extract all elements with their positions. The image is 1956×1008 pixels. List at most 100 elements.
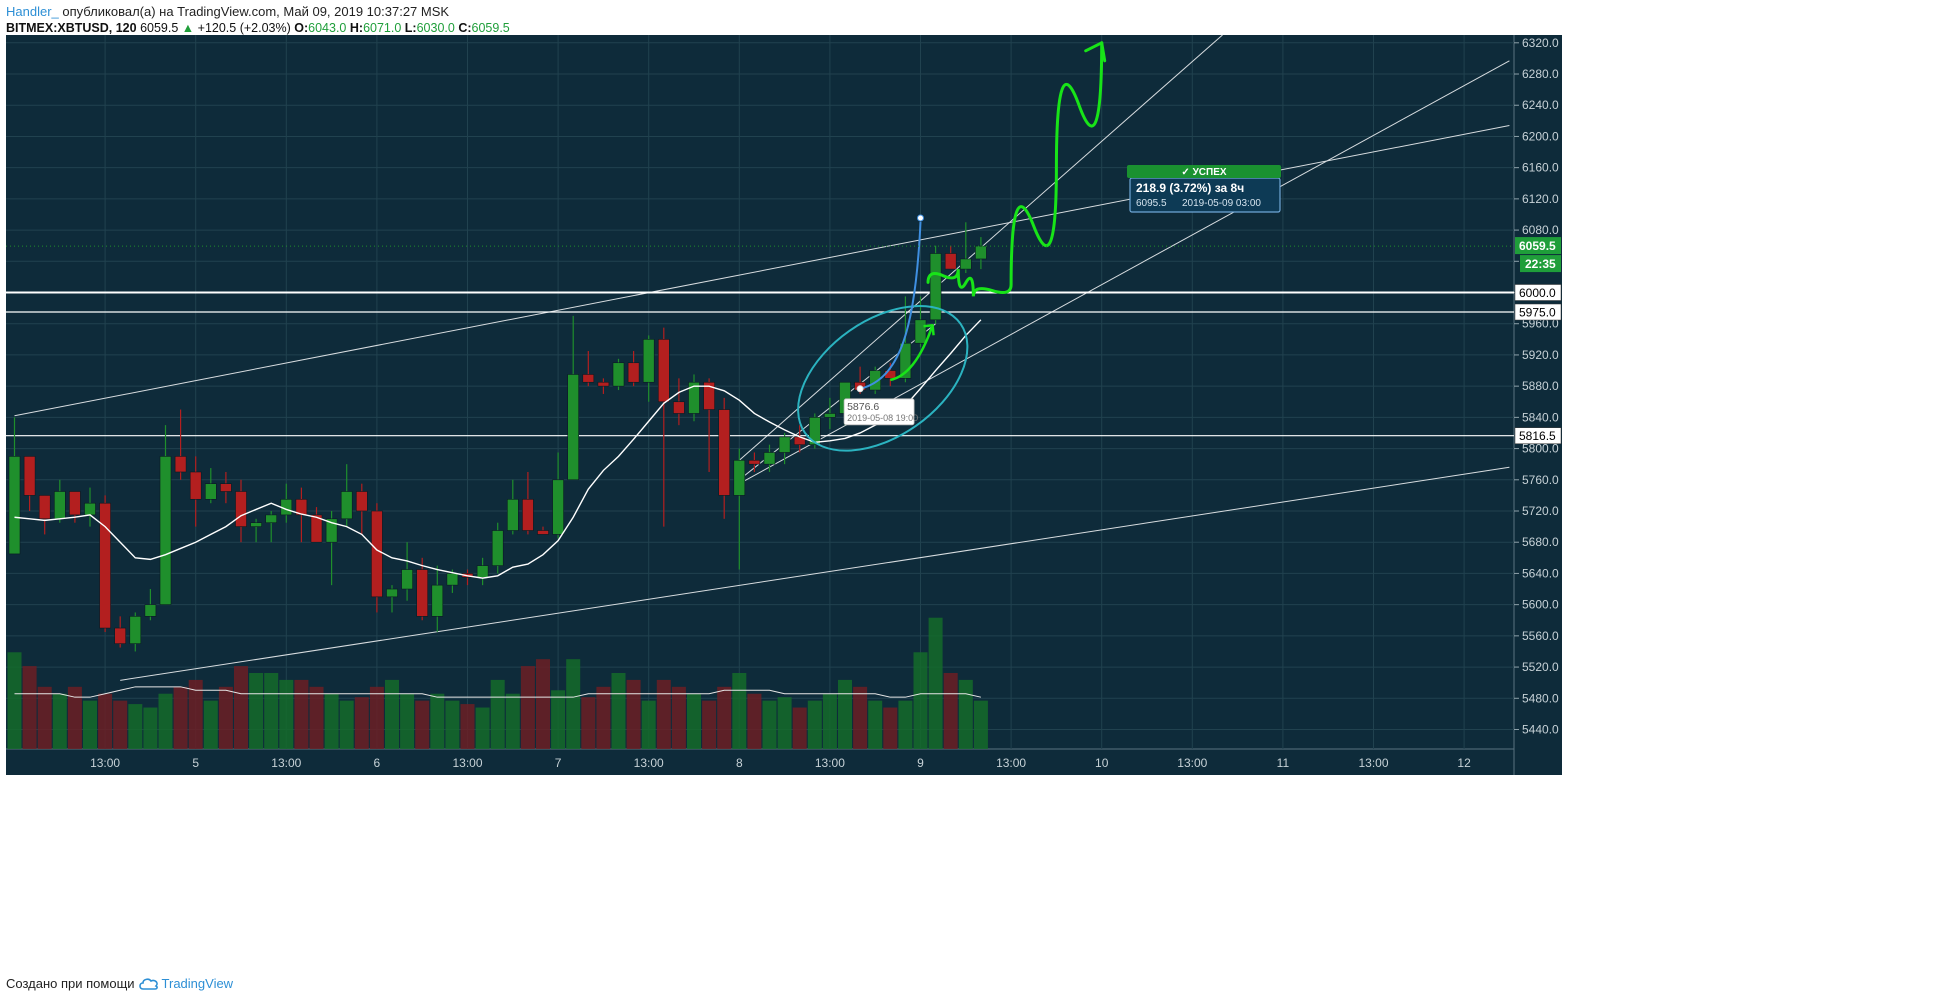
x-tick-label: 13:00 [634,756,664,770]
volume-bar [822,693,837,749]
candle-body [778,436,791,453]
volume-bar [430,693,445,749]
volume-bar [596,686,611,749]
candle-body [446,573,459,586]
volume-bar [400,693,415,749]
x-tick-label: 13:00 [996,756,1026,770]
y-tick-label: 6320.0 [1522,36,1559,50]
candle-body [371,510,383,598]
volume-bar [913,652,928,749]
candle-body [944,253,957,270]
countdown-box [1520,255,1561,273]
volume-bar [339,700,354,749]
candle-body [703,381,715,410]
y-tick-label: 6160.0 [1522,161,1559,175]
volume-bar [626,679,641,749]
candle-body [235,491,247,527]
y-tick-label: 5720.0 [1522,504,1559,518]
candle-body [84,502,96,516]
volume-bar [581,697,596,749]
candle-body [265,514,278,524]
volume-bar [611,673,626,749]
volume-bar [203,700,218,749]
candle-body [99,502,111,629]
candle-body [748,459,761,465]
volume-bar [128,704,143,749]
moving-average-line [14,319,982,579]
candle-body [552,479,564,535]
y-tick-label: 6080.0 [1522,223,1559,237]
y-tick-label: 6240.0 [1522,98,1559,112]
highlight-ellipse [797,305,969,452]
candle-body [38,495,51,520]
volume-bar [67,686,82,749]
candle-body [959,258,972,270]
last-price-label: 6059.5 [1519,239,1556,253]
volume-bar [898,700,913,749]
candle-body [476,565,489,578]
volume-bar [22,666,37,749]
forecast-arrow-path [926,41,1104,297]
candle-body [914,319,927,344]
x-tick-label: 5 [192,756,199,770]
volume-bar [958,679,973,749]
volume-bar [173,686,188,749]
x-tick-label: 13:00 [1177,756,1207,770]
candle-body [582,374,595,383]
created-by-text: Создано при помощи [6,976,135,991]
measure-label: 218.9 (3.72%) за 8ч [1136,181,1244,195]
level-label-box [1514,303,1562,321]
candle-body [567,374,580,481]
candle-body [295,498,308,516]
volume-bar [792,707,807,749]
volume-bar [279,679,294,749]
y-tick-label: 6200.0 [1522,129,1559,143]
up-triangle-icon: ▲ [181,21,195,35]
volume-bar [460,704,475,749]
small-arrow-head [923,324,935,336]
publish-info: опубликовал(а) на TradingView.com, Май 0… [62,4,450,19]
measure-price: 6095.5 [1136,198,1167,209]
candle-body [673,401,685,414]
y-tick-label: 5800.0 [1522,442,1559,456]
cloud-logo-icon [138,977,158,990]
y-tick-label: 6280.0 [1522,67,1559,81]
low-value: 6030.0 [416,21,455,35]
candle-body [205,483,217,500]
volume-bar [7,652,22,749]
level-label: 6000.0 [1519,286,1556,300]
x-tick-label: 7 [555,756,562,770]
tradingview-link[interactable]: TradingView [138,976,233,991]
volume-bar [475,707,490,749]
candle-body [174,456,187,473]
volume-bar [973,700,988,749]
forecast-arrow-head [1084,41,1107,63]
candle-body [522,498,534,531]
volume-bar [551,690,566,749]
volume-bar [264,673,279,749]
projection-end-point [917,214,924,222]
candle-body [144,604,157,617]
candle-body [899,342,912,379]
x-tick-label: 13:00 [1358,756,1388,770]
start-price-text: 5876.6 [847,401,879,413]
author-link[interactable]: Handler_ [6,4,59,19]
price-axis-background [1514,35,1562,775]
symbol-name[interactable]: BITMEX:XBTUSD, 120 [6,21,137,35]
y-tick-label: 5480.0 [1522,691,1559,705]
volume-bar [505,693,520,749]
candle-body [808,417,821,445]
volume-bar [113,700,128,749]
volume-bar [928,617,943,749]
projection-start-point [856,385,864,393]
candle-body [975,245,987,260]
volume-bar [324,693,339,749]
volume-bar [868,700,883,749]
y-tick-label: 5840.0 [1522,410,1559,424]
close-label: C: [458,21,472,35]
y-tick-label: 5680.0 [1522,535,1559,549]
volume-bar [853,686,868,749]
level-label-box [1514,284,1562,301]
